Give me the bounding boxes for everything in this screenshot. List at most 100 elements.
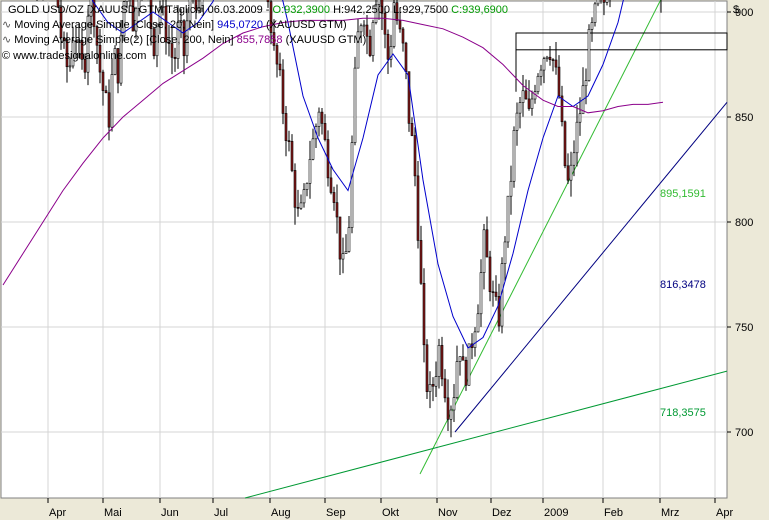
candle-body — [437, 345, 441, 377]
candle-body — [56, 0, 60, 8]
y-tick-label: 800 — [735, 217, 753, 229]
candle-body — [341, 253, 345, 260]
candle-body — [575, 121, 579, 154]
candle-body — [170, 43, 174, 58]
candle-body — [416, 175, 420, 241]
ma200-legend[interactable]: ∿ Moving Average Simple(2) [Close, 200, … — [2, 34, 366, 46]
candle-body — [542, 58, 546, 71]
candle-body — [515, 112, 519, 131]
candle-body — [104, 90, 108, 94]
y-tick-label: 850 — [735, 112, 753, 124]
x-tick-label: 2009 — [544, 507, 568, 519]
currency-label: $ — [733, 4, 739, 16]
candle-body — [428, 384, 432, 392]
candle-body — [389, 46, 393, 60]
candle-body — [398, 20, 402, 30]
candle-body — [383, 12, 387, 35]
candle-body — [431, 384, 435, 387]
close-value: C:939,6900 — [451, 4, 508, 16]
ma20-legend[interactable]: ∿ Moving Average Simple [Close, 20, Nein… — [2, 19, 347, 31]
candle-body — [485, 229, 489, 258]
ma200-suffix: (XAUUSD GTM) — [286, 34, 367, 46]
candle-body — [86, 15, 90, 73]
candle-body — [464, 359, 468, 386]
candle-body — [566, 165, 570, 181]
y-tick-label: 750 — [735, 322, 753, 334]
candle-body — [467, 343, 471, 386]
candle-body — [440, 345, 444, 380]
candle-body — [89, 0, 93, 17]
candle-body — [506, 195, 510, 243]
candle-body — [266, 0, 270, 3]
x-tick-label: Apr — [716, 507, 733, 519]
trendline-labels: 895,1591 816,3478 718,3575 — [660, 188, 706, 419]
y-tick-label: 700 — [735, 427, 753, 439]
candle-body — [473, 331, 477, 348]
candle-body — [479, 272, 483, 315]
candle-body — [317, 111, 321, 127]
candle-body — [194, 0, 198, 11]
x-tick-label: Feb — [604, 507, 623, 519]
plot-area[interactable] — [0, 0, 728, 499]
open-value: O:932,3900 — [273, 4, 331, 16]
candle-body — [497, 296, 501, 327]
candle-body — [71, 40, 75, 67]
y-axis: 70075080085090095010001050 — [727, 7, 753, 439]
candle-body — [182, 20, 186, 57]
candle-body — [476, 313, 480, 333]
candle-body — [371, 22, 375, 56]
candle-body — [134, 8, 138, 32]
candle-body — [275, 45, 279, 65]
candle-body — [113, 48, 117, 75]
candle-body — [557, 66, 561, 97]
x-tick-label: Okt — [382, 507, 399, 519]
candle-body — [569, 164, 573, 181]
y-tick-label: 900 — [735, 7, 753, 19]
candle-body — [188, 0, 192, 22]
candle-body — [380, 0, 384, 14]
candle-body — [344, 251, 348, 254]
candle-body — [119, 35, 123, 84]
candle-body — [545, 56, 549, 60]
candle-body — [101, 71, 105, 91]
candle-body — [116, 48, 120, 84]
candle-body — [176, 22, 180, 59]
candle-body — [68, 65, 72, 68]
candle-body — [560, 95, 564, 123]
legend-header: GOLD USD/OZ [XAUUSD GTM Täglich] 06.03.2… — [2, 4, 508, 62]
candle-body — [458, 356, 462, 362]
candle-body — [521, 90, 525, 103]
copyright-icon: © — [2, 50, 13, 62]
candle-body — [152, 28, 156, 57]
candle-body — [422, 282, 426, 346]
candle-body — [395, 2, 399, 21]
candle-body — [173, 57, 177, 59]
candle-body — [368, 35, 372, 56]
candle-body — [296, 207, 300, 209]
x-tick-label: Apr — [49, 507, 66, 519]
candle-body — [392, 2, 396, 47]
candle-body — [494, 291, 498, 297]
candle-body — [281, 69, 285, 114]
candle-body — [362, 24, 366, 27]
low-value: L:929,7500 — [393, 4, 448, 16]
candle-body — [125, 0, 129, 2]
candle-body — [329, 177, 333, 193]
candle-body — [452, 397, 456, 411]
candle-body — [593, 3, 597, 23]
candle-body — [200, 0, 204, 9]
candle-body — [350, 142, 354, 228]
grid — [1, 1, 727, 498]
candle-body — [308, 159, 312, 184]
trendline-blue — [454, 101, 728, 433]
candle-body — [338, 216, 342, 260]
ma20-line — [91, 0, 624, 349]
candle-body — [110, 74, 114, 128]
candle-body — [284, 113, 288, 141]
candle-body — [107, 92, 111, 128]
candle-body — [563, 121, 567, 167]
candle-body — [65, 40, 69, 68]
candle-body — [554, 59, 558, 68]
x-tick-label: Dez — [492, 507, 512, 519]
ma200-value: 855,7858 — [237, 34, 283, 46]
